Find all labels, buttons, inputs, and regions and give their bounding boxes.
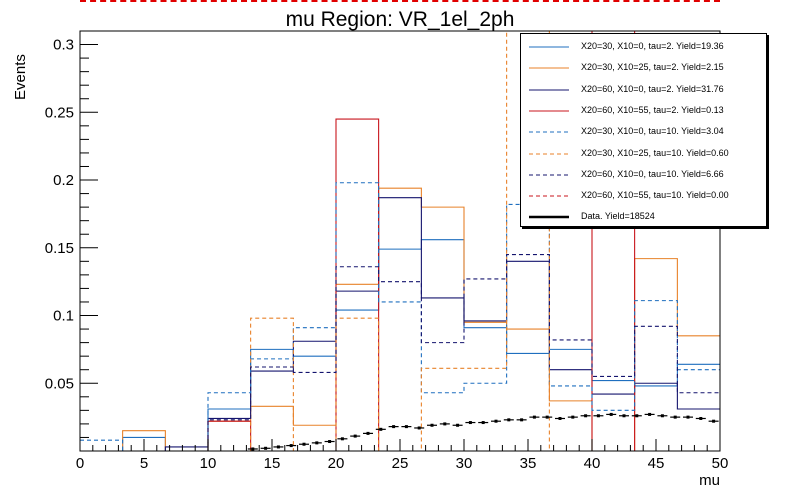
data-marker-33 xyxy=(673,415,677,419)
data-marker-29 xyxy=(622,414,626,418)
data-marker-1 xyxy=(264,446,268,450)
data-marker-32 xyxy=(660,414,664,418)
data-marker-16 xyxy=(456,423,460,427)
x-tick-label-5: 25 xyxy=(392,455,409,472)
legend-swatch-7 xyxy=(529,195,569,197)
y-tick-label-5: 0.3 xyxy=(53,37,74,54)
data-marker-8 xyxy=(353,434,357,438)
x-tick-label-8: 40 xyxy=(584,455,601,472)
data-marker-9 xyxy=(366,431,370,435)
legend-entry-4: X20=30, X10=0, tau=10. Yield=3.04 xyxy=(521,122,766,143)
legend-label-6: X20=60, X10=0, tau=10. Yield=6.66 xyxy=(581,168,724,179)
data-marker-28 xyxy=(609,412,613,416)
legend: X20=30, X10=0, tau=2. Yield=19.36 X20=30,… xyxy=(520,33,767,227)
data-marker-19 xyxy=(494,419,498,423)
data-marker-13 xyxy=(417,426,421,430)
legend-swatch-0 xyxy=(529,46,569,48)
legend-entry-6: X20=60, X10=0, tau=10. Yield=6.66 xyxy=(521,165,766,186)
series-line-6 xyxy=(80,253,720,452)
data-marker-36 xyxy=(712,419,716,423)
legend-swatch-5 xyxy=(529,152,569,155)
legend-label-3: X20=60, X10=55, tau=2. Yield=0.13 xyxy=(581,104,724,115)
legend-entry-2: X20=60, X10=0, tau=2. Yield=31.76 xyxy=(521,80,766,101)
data-marker-23 xyxy=(545,415,549,419)
legend-entry-8: Data. Yield=18524 xyxy=(521,207,766,228)
data-marker-17 xyxy=(468,421,472,425)
x-tick-label-2: 10 xyxy=(200,455,217,472)
legend-label-1: X20=30, X10=25, tau=2. Yield=2.15 xyxy=(581,62,724,73)
data-marker-15 xyxy=(443,422,447,426)
y-tick-label-2: 0.15 xyxy=(45,240,74,257)
data-marker-22 xyxy=(532,415,536,419)
data-marker-26 xyxy=(584,414,588,418)
x-tick-label-3: 15 xyxy=(264,455,281,472)
data-marker-2 xyxy=(276,445,280,449)
legend-label-2: X20=60, X10=0, tau=2. Yield=31.76 xyxy=(581,83,724,94)
series-line-4 xyxy=(80,182,720,452)
data-marker-31 xyxy=(648,412,652,416)
legend-swatch-4 xyxy=(529,131,569,133)
x-tick-label-4: 20 xyxy=(328,455,345,472)
data-marker-7 xyxy=(340,437,344,441)
y-tick-label-3: 0.2 xyxy=(53,172,74,189)
x-tick-label-1: 5 xyxy=(140,455,148,472)
data-marker-30 xyxy=(635,414,639,418)
data-marker-5 xyxy=(315,441,319,445)
legend-entry-7: X20=60, X10=55, tau=10. Yield=0.00 xyxy=(521,186,766,207)
data-points-layer xyxy=(247,412,719,451)
chart-title: mu Region: VR_1el_2ph xyxy=(285,8,515,31)
legend-swatch-6 xyxy=(529,174,569,176)
data-marker-35 xyxy=(699,416,703,420)
legend-swatch-3 xyxy=(529,110,569,112)
data-marker-20 xyxy=(507,418,511,422)
data-marker-27 xyxy=(596,414,600,418)
axes-layer: 0 5 10 15 20 25 30 35 40 45 50 0.05 0.1 0.15 0.2 0.25 0.… xyxy=(45,30,729,472)
legend-label-5: X20=30, X10=25, tau=10. Yield=0.60 xyxy=(581,147,729,158)
data-marker-4 xyxy=(302,442,306,446)
legend-label-0: X20=30, X10=0, tau=2. Yield=19.36 xyxy=(581,41,724,51)
legend-label-4: X20=30, X10=0, tau=10. Yield=3.04 xyxy=(581,126,724,137)
data-marker-14 xyxy=(430,423,434,427)
legend-entry-3: X20=60, X10=55, tau=2. Yield=0.13 xyxy=(521,101,766,122)
data-marker-10 xyxy=(379,427,383,431)
legend-label-8: Data. Yield=18524 xyxy=(581,211,655,222)
legend-label-7: X20=60, X10=55, tau=10. Yield=0.00 xyxy=(581,190,729,201)
data-marker-18 xyxy=(481,421,485,425)
x-tick-label-7: 35 xyxy=(520,455,537,472)
legend-entry-0: X20=30, X10=0, tau=2. Yield=19.36 xyxy=(521,37,766,58)
y-tick-label-0: 0.05 xyxy=(45,375,74,392)
x-tick-label-0: 0 xyxy=(76,455,84,472)
legend-entry-5: X20=30, X10=25, tau=10. Yield=0.60 xyxy=(521,144,766,165)
legend-swatch-1 xyxy=(529,67,569,69)
data-marker-6 xyxy=(328,440,332,444)
top-dashed-line xyxy=(80,0,720,2)
data-marker-11 xyxy=(392,425,396,429)
x-tick-label-9: 45 xyxy=(648,455,665,472)
x-axis-label: mu xyxy=(699,472,720,489)
data-marker-12 xyxy=(404,425,408,429)
legend-swatch-2 xyxy=(529,89,569,91)
legend-swatch-8 xyxy=(529,216,569,219)
data-marker-21 xyxy=(520,418,524,422)
data-marker-0 xyxy=(251,447,255,451)
y-tick-label-1: 0.1 xyxy=(53,308,74,325)
data-marker-24 xyxy=(558,416,562,420)
legend-entry-1: X20=30, X10=25, tau=2. Yield=2.15 xyxy=(521,58,766,79)
data-marker-34 xyxy=(686,415,690,419)
x-tick-label-6: 30 xyxy=(456,455,473,472)
data-marker-25 xyxy=(571,415,575,419)
x-tick-label-10: 50 xyxy=(712,455,729,472)
y-tick-label-4: 0.25 xyxy=(45,104,74,121)
data-marker-3 xyxy=(289,444,293,448)
